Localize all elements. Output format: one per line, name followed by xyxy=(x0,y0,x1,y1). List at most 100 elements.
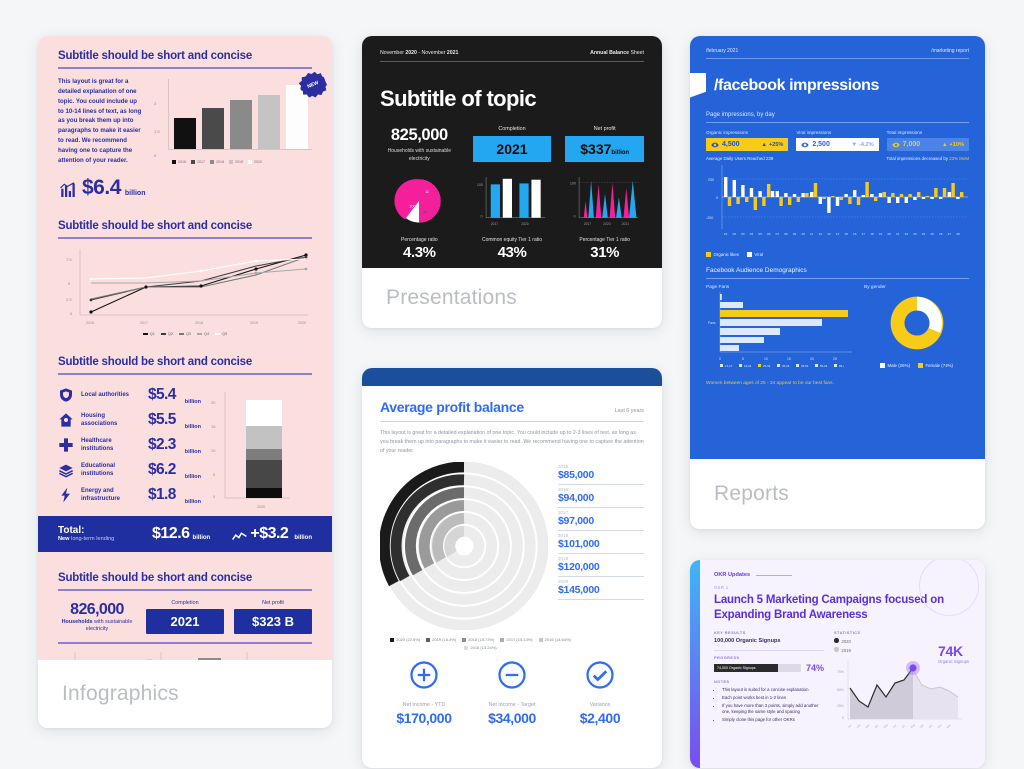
divider xyxy=(58,588,312,591)
presentation-content: November 2020 - November 2021 Annual Bal… xyxy=(362,36,662,268)
year-value: $97,000 xyxy=(558,515,594,527)
okr-number: OKR 1 xyxy=(714,585,729,590)
flag-icon xyxy=(690,73,706,99)
report-header: /february 2021 /marketing report xyxy=(706,48,969,59)
list-item[interactable]: 2017 $97,000 xyxy=(558,508,644,531)
report-content: /february 2021 /marketing report /facebo… xyxy=(690,36,985,459)
stat-percentage-ratio: 100 11 80 Percentage ratio 4.3% xyxy=(380,174,459,261)
chart-stacked-bar: 20 15 10 5 0 2020 xyxy=(208,388,292,513)
kpi-value: $34,000 xyxy=(488,710,536,726)
divider xyxy=(58,372,312,375)
svg-text:100: 100 xyxy=(570,181,576,185)
section-demographics-label: Facebook Audience Demographics xyxy=(706,267,969,279)
svg-text:7.5: 7.5 xyxy=(66,257,72,262)
note-users-reached: Average Daily Users Reached 239 xyxy=(706,156,774,161)
divider xyxy=(58,67,312,69)
card-okr-updates[interactable]: OKR Updates OKR 1 Launch 5 Marketing Cam… xyxy=(690,560,985,768)
list-item-value: $6.2 xyxy=(148,461,176,479)
profit-content: Average profit balance Last 6 years This… xyxy=(362,386,662,726)
svg-text:2020: 2020 xyxy=(257,505,265,509)
svg-text:05: 05 xyxy=(758,232,762,236)
svg-text:Nov: Nov xyxy=(936,722,943,729)
kpi-value: 2,500 xyxy=(812,141,830,148)
kpi-net-income-ytd[interactable]: Net income - YTD $170,000 xyxy=(380,660,468,726)
kpi-value: 7,000 xyxy=(902,141,921,148)
list-item[interactable]: 2018 $101,000 xyxy=(558,531,644,554)
presentation-stats-row: 100 11 80 Percentage ratio 4.3% 100 0 xyxy=(380,174,644,261)
card-infographics[interactable]: Subtitle should be short and concise Thi… xyxy=(38,36,332,728)
card-label-reports: Reports xyxy=(690,459,985,529)
kpi-row: 826,000 Households with sustainable elec… xyxy=(58,600,312,634)
svg-text:14: 14 xyxy=(836,232,840,236)
year-value: $85,000 xyxy=(558,469,594,481)
svg-text:2018: 2018 xyxy=(195,321,203,325)
list-item[interactable]: Housing associations $5.5 billion xyxy=(58,408,312,433)
svg-text:06: 06 xyxy=(767,232,771,236)
cross-icon xyxy=(58,437,74,453)
svg-text:12: 12 xyxy=(819,232,823,236)
presentation-kpi-row: 825,000 Households with sustainable elec… xyxy=(380,126,645,163)
svg-text:0: 0 xyxy=(719,357,721,361)
svg-text:25-34: 25-34 xyxy=(763,364,771,368)
okr-tag: OKR Updates xyxy=(714,572,971,578)
progress-fill: 74,000 Organic Signups xyxy=(714,663,779,672)
total-subtitle: New long-term lending xyxy=(58,536,115,543)
profit-title: Average profit balance xyxy=(380,399,524,415)
year-value: $94,000 xyxy=(558,492,594,504)
list-item[interactable]: 2016 $94,000 xyxy=(558,485,644,508)
year-label: 2017 xyxy=(558,510,569,515)
list-item[interactable]: Healthcare institutions $2.3 billion xyxy=(58,433,312,458)
list-item[interactable]: Educational institutions $6.2 billion xyxy=(58,458,312,483)
presentation-header: November 2020 - November 2021 Annual Bal… xyxy=(380,50,644,62)
svg-text:Jul: Jul xyxy=(900,724,905,729)
svg-text:23: 23 xyxy=(913,232,917,236)
svg-text:45-54: 45-54 xyxy=(801,364,809,368)
shield-icon xyxy=(58,387,74,403)
svg-text:250: 250 xyxy=(708,178,714,182)
report-footer-note: Women between ages of 25 - 34 appear to … xyxy=(706,381,834,386)
svg-text:Oct: Oct xyxy=(927,723,933,729)
badge-caption: Organic Signups xyxy=(938,658,969,664)
net-profit-value: $337billion xyxy=(565,136,645,162)
kpi-net-income-target[interactable]: Net income - Target $34,000 xyxy=(468,660,556,726)
svg-text:25: 25 xyxy=(930,232,934,236)
kpi-organic-impressions[interactable]: Organic impressions 4,500 ▲ +25% xyxy=(706,130,789,151)
card-reports[interactable]: /february 2021 /marketing report /facebo… xyxy=(690,36,985,529)
list-item[interactable]: Energy and infrastructure $1.8 billion xyxy=(58,483,312,508)
report-type: /marketing report xyxy=(931,48,969,54)
list-item-label: Healthcare institutions xyxy=(81,438,114,453)
list-item[interactable]: 2019 $120,000 xyxy=(558,554,644,577)
kpi-label: Net income - Target xyxy=(488,702,536,708)
infographics-section-2: Subtitle should be short and concise 7.5… xyxy=(58,206,312,336)
signups-badge: 74K Organic Signups xyxy=(938,643,969,664)
kpi-total-impressions[interactable]: Total impressions 7,000 ▲ +10% xyxy=(886,130,969,151)
card-average-profit-balance[interactable]: Average profit balance Last 6 years This… xyxy=(362,368,662,768)
kpi-label: Net income - YTD xyxy=(402,702,446,708)
svg-text:17: 17 xyxy=(862,232,866,236)
list-item[interactable]: 2020 $145,000 xyxy=(558,577,644,600)
svg-text:25: 25 xyxy=(833,357,837,361)
card-presentations[interactable]: November 2020 - November 2021 Annual Bal… xyxy=(362,36,662,328)
svg-text:03: 03 xyxy=(741,232,745,236)
list-item-value: $5.4 xyxy=(148,386,176,404)
section-heading: Subtitle should be short and concise xyxy=(58,50,253,62)
total-delta: +$3.2 xyxy=(250,524,289,542)
year-label: 2018 xyxy=(558,533,569,538)
card-label-infographics: Infographics xyxy=(38,660,332,728)
progress-percent: 74% xyxy=(805,662,824,673)
kpi-variance[interactable]: Variance $2,400 xyxy=(556,660,644,726)
svg-text:0: 0 xyxy=(716,196,718,200)
profit-paragraph: This layout is great for a detailed expl… xyxy=(380,430,644,454)
chart-organic-signups: 75% 50% 25% 0 J xyxy=(834,657,971,740)
infographics-section-3: Subtitle should be short and concise 20 … xyxy=(58,342,312,509)
chart-gender-donut xyxy=(864,290,969,361)
kpi-viral-impressions[interactable]: Viral impressions 2,500 ▼ -4.2% xyxy=(796,130,879,151)
yearly-values-list: 2015 $85,000 2016 $94,000 2017 $97,000 2… xyxy=(558,462,644,635)
list-item[interactable]: Local authorities $5.4 billion xyxy=(58,383,312,408)
minus-circle-icon xyxy=(498,661,526,689)
chart-spikes: 100 0 2017 2020 2021 xyxy=(570,176,638,226)
list-item[interactable]: 2015 $85,000 xyxy=(558,462,644,485)
list-item-value: $2.3 xyxy=(148,436,176,454)
arrow-up-icon: ▲ xyxy=(761,141,767,148)
